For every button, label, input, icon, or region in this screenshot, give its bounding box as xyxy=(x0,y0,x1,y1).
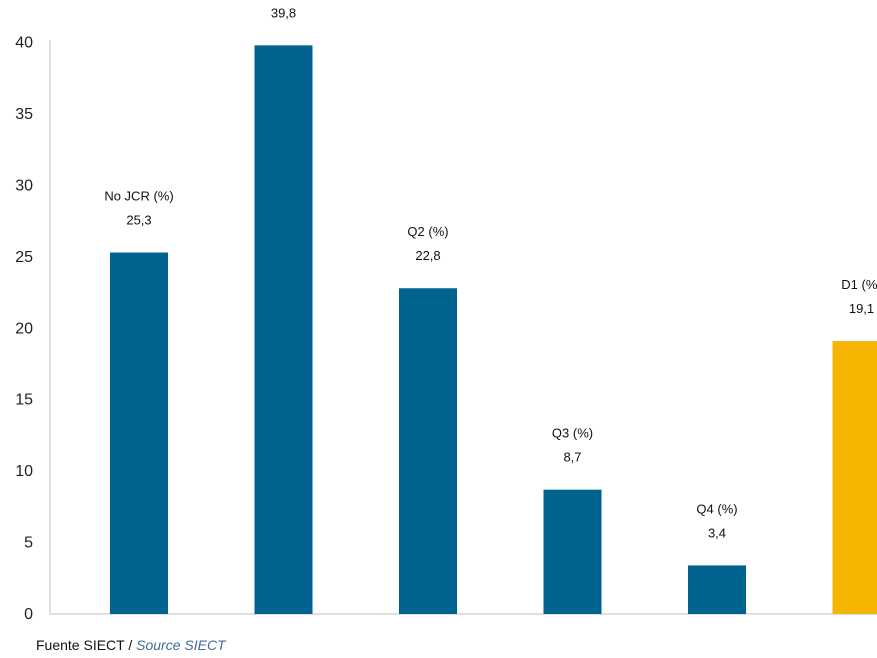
bar xyxy=(399,288,457,614)
source-separator: / xyxy=(124,637,137,653)
bar-value-label: 25,3 xyxy=(126,213,151,228)
source-note: Fuente SIECT / Source SIECT xyxy=(36,637,226,653)
y-tick-label: 15 xyxy=(15,392,33,409)
bars xyxy=(110,45,877,615)
y-tick-label: 10 xyxy=(15,463,33,480)
y-tick-label: 40 xyxy=(15,35,33,52)
bar-value-label: 39,8 xyxy=(271,5,296,20)
y-tick-label: 35 xyxy=(15,106,33,123)
bar-category-label: Q3 (%) xyxy=(552,426,593,441)
y-tick-label: 0 xyxy=(24,606,33,623)
bar xyxy=(110,252,168,614)
bar-value-label: 22,8 xyxy=(415,248,440,263)
y-tick-label: 30 xyxy=(15,177,33,194)
bar xyxy=(543,489,602,614)
y-tick-label: 5 xyxy=(24,535,33,552)
y-axis-ticks: 0 5 10 15 20 25 30 35 40 xyxy=(15,35,33,624)
source-label-en: Source SIECT xyxy=(136,637,226,653)
bar xyxy=(832,341,877,614)
y-tick-label: 25 xyxy=(15,249,33,266)
bar xyxy=(254,45,313,615)
bar-category-label: Q4 (%) xyxy=(696,501,737,516)
bar-labels: No JCR (%)25,3Q1 (%)39,8Q2 (%)22,8Q3 (%)… xyxy=(104,5,877,540)
bar-category-label: No JCR (%) xyxy=(104,189,173,204)
bar-category-label: D1 (%) xyxy=(841,277,877,292)
bar xyxy=(688,565,746,614)
y-tick-label: 20 xyxy=(15,320,33,337)
bar-value-label: 19,1 xyxy=(849,301,874,316)
bar-category-label: Q2 (%) xyxy=(407,224,448,239)
bar-value-label: 3,4 xyxy=(708,525,726,540)
bar-value-label: 8,7 xyxy=(563,450,581,465)
source-label-es: Fuente SIECT xyxy=(36,637,125,653)
